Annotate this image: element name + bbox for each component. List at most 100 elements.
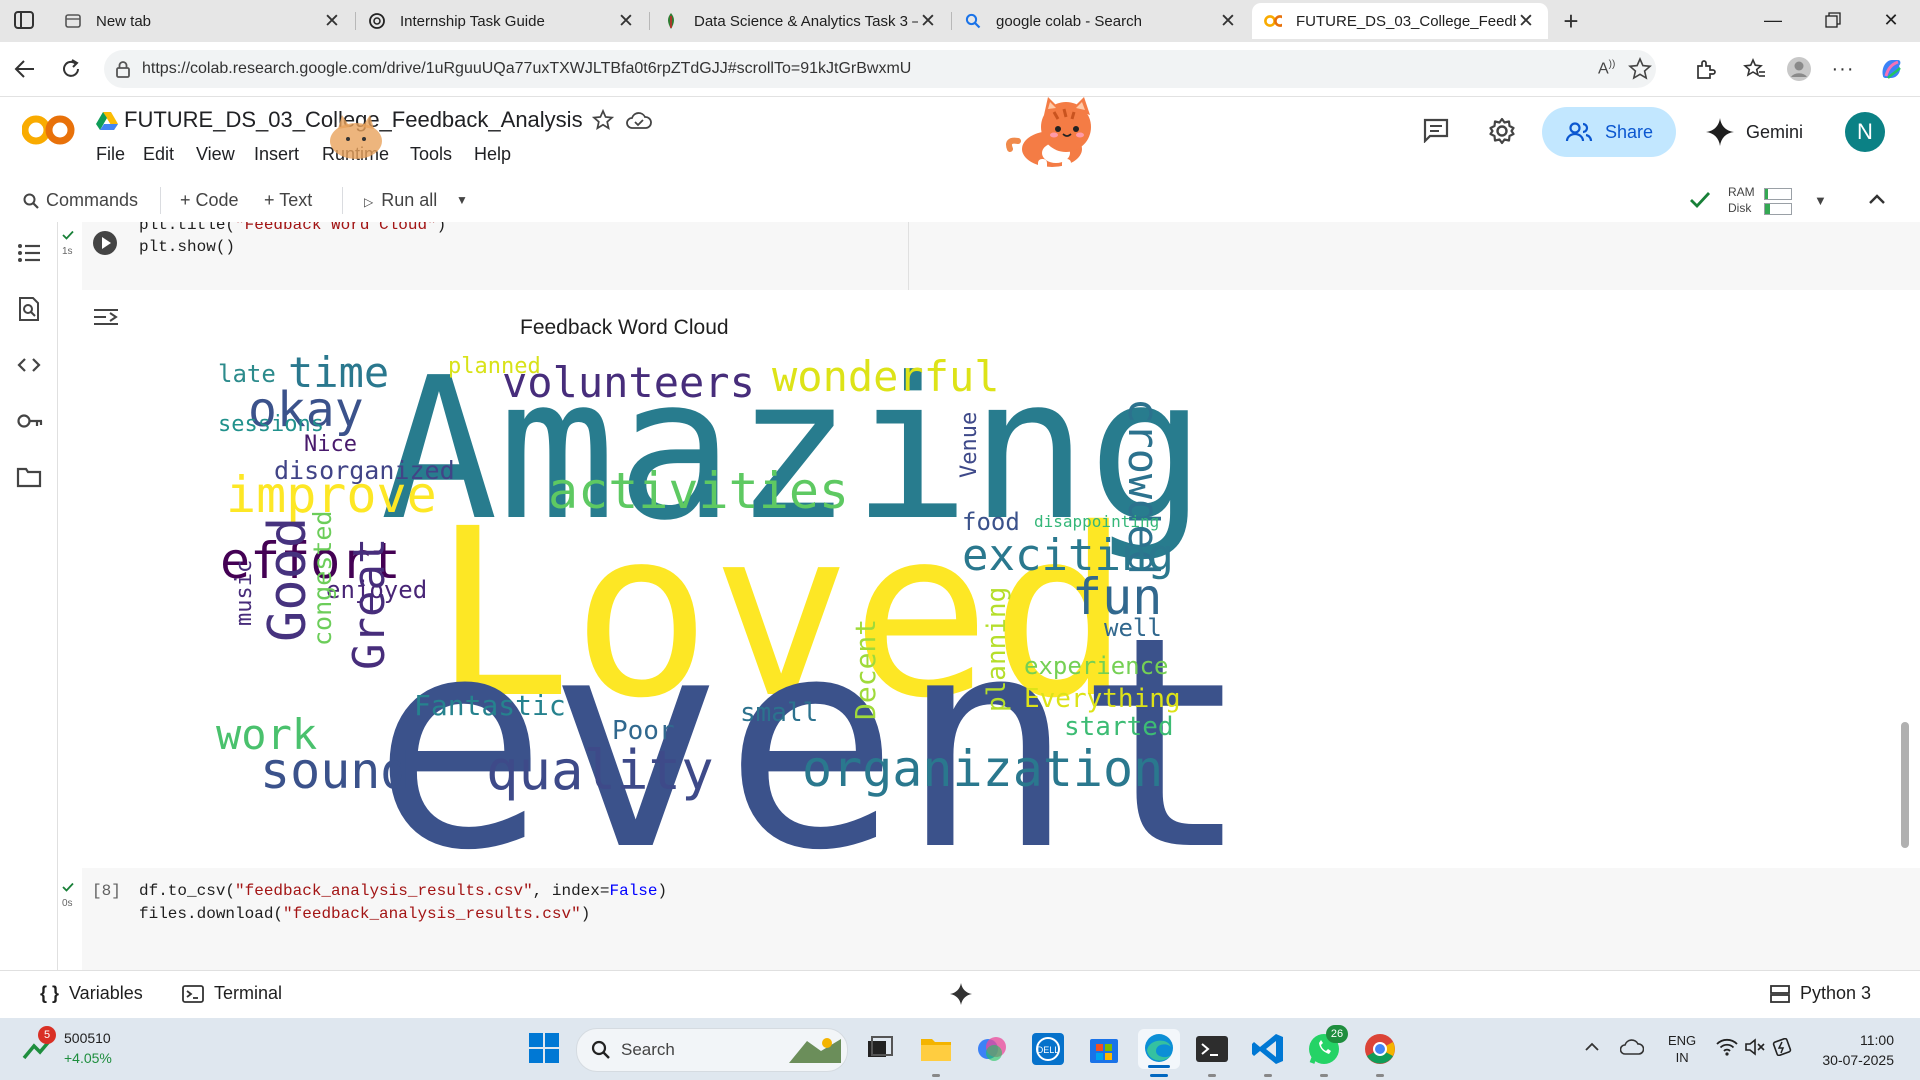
word-disappointing: disappointing xyxy=(1034,512,1160,531)
edge-browser-icon[interactable] xyxy=(1138,1029,1180,1069)
add-text-button[interactable]: + Text xyxy=(264,190,313,210)
battery-icon[interactable] xyxy=(1772,1038,1794,1056)
find-replace-icon[interactable] xyxy=(16,296,42,322)
gemini-sparkle-icon[interactable] xyxy=(950,983,972,1005)
gemini-button[interactable]: Gemini xyxy=(1706,107,1803,157)
tab-title: google colab - Search xyxy=(996,12,1142,30)
variables-button[interactable]: { } Variables xyxy=(40,983,143,1003)
run-cell-button[interactable] xyxy=(92,230,118,256)
success-check-icon xyxy=(62,882,74,892)
menu-file[interactable]: File xyxy=(96,144,126,164)
word-work: work xyxy=(216,710,318,759)
speaker-muted-icon[interactable] xyxy=(1744,1038,1766,1056)
code-cell[interactable] xyxy=(82,222,1920,290)
ram-meter[interactable] xyxy=(1764,188,1792,200)
new-tab-icon xyxy=(64,12,82,30)
language-indicator[interactable]: ENG IN xyxy=(1668,1033,1697,1065)
back-button[interactable] xyxy=(8,52,42,86)
site-info-icon[interactable] xyxy=(114,60,132,78)
menu-help[interactable]: Help xyxy=(474,144,512,164)
run-all-button[interactable]: ▷ Run all xyxy=(364,190,438,210)
read-aloud-icon[interactable]: A)) xyxy=(1598,59,1616,78)
output-actions-icon[interactable] xyxy=(92,306,120,328)
word-poor: Poor xyxy=(612,716,675,746)
extensions-icon[interactable] xyxy=(1688,52,1722,86)
file-explorer-icon[interactable] xyxy=(918,1031,954,1067)
avatar[interactable]: N xyxy=(1845,112,1885,152)
restore-button[interactable] xyxy=(1804,0,1862,40)
onedrive-cloud-icon[interactable] xyxy=(1620,1038,1644,1056)
copilot-app-icon[interactable] xyxy=(974,1031,1010,1067)
profile-icon[interactable] xyxy=(1782,52,1816,86)
whatsapp-icon[interactable]: 26 xyxy=(1306,1025,1348,1067)
disk-meter[interactable] xyxy=(1764,203,1792,215)
colab-logo[interactable] xyxy=(22,113,76,147)
close-icon[interactable]: ✕ xyxy=(1220,10,1236,32)
new-tab-button[interactable]: + xyxy=(1563,6,1579,36)
run-all-dropdown-icon[interactable]: ▼ xyxy=(456,193,468,207)
close-icon[interactable]: ✕ xyxy=(618,10,634,32)
browser-tab-strip: New tab ✕ Internship Task Guide ✕ Data S… xyxy=(0,0,1920,42)
vscode-icon[interactable] xyxy=(1250,1031,1286,1067)
word-quality: quality xyxy=(486,739,714,802)
tab-title: FUTURE_DS_03_College_Feedback xyxy=(1296,12,1516,30)
dell-app-icon[interactable]: DELL xyxy=(1030,1031,1066,1067)
cloud-saved-icon[interactable] xyxy=(626,111,652,131)
url-field[interactable]: https://colab.research.google.com/drive/… xyxy=(104,50,1656,88)
windows-start-icon[interactable] xyxy=(528,1032,560,1064)
tab-new-tab[interactable]: New tab ✕ xyxy=(52,3,354,39)
scrollbar-thumb[interactable] xyxy=(1901,722,1909,848)
chrome-icon[interactable] xyxy=(1362,1031,1398,1067)
add-code-button[interactable]: + Code xyxy=(180,190,239,210)
close-window-button[interactable]: ✕ xyxy=(1883,9,1899,30)
stock-chart-icon[interactable]: 5 xyxy=(22,1026,56,1064)
runtime-dropdown-icon[interactable]: ▼ xyxy=(1814,193,1827,208)
terminal-button[interactable]: Terminal xyxy=(182,983,282,1004)
success-check-icon xyxy=(62,230,74,240)
runtime-type-button[interactable]: Python 3 xyxy=(1770,983,1871,1004)
tab-google-colab-search[interactable]: google colab - Search ✕ xyxy=(952,3,1250,39)
tab-actions-icon[interactable] xyxy=(12,9,38,33)
tab-internship-task-guide[interactable]: Internship Task Guide ✕ xyxy=(356,3,648,39)
menu-tools[interactable]: Tools xyxy=(410,144,453,164)
google-drive-icon[interactable] xyxy=(96,111,118,131)
favorites-icon[interactable] xyxy=(1738,52,1772,86)
table-of-contents-icon[interactable] xyxy=(16,240,42,266)
word-sound: sound xyxy=(260,742,411,800)
code-cell[interactable] xyxy=(82,868,1920,970)
menu-view[interactable]: View xyxy=(196,144,235,164)
show-hidden-icons-chevron-icon[interactable] xyxy=(1584,1040,1600,1054)
star-icon[interactable] xyxy=(592,109,614,131)
tab-data-science-task[interactable]: Data Science & Analytics Task 3 – ✕ xyxy=(650,3,950,39)
wifi-icon[interactable] xyxy=(1716,1038,1738,1056)
favorite-star-icon[interactable] xyxy=(1628,57,1652,81)
microsoft-store-icon[interactable] xyxy=(1086,1031,1122,1067)
notebook-scrollbar[interactable] xyxy=(1898,222,1912,970)
close-icon[interactable]: ✕ xyxy=(1518,10,1534,32)
terminal-app-icon[interactable] xyxy=(1194,1031,1230,1067)
tab-colab-notebook[interactable]: FUTURE_DS_03_College_Feedback ✕ xyxy=(1252,3,1548,39)
exec-time: 1s xyxy=(62,246,73,257)
task-view-icon[interactable] xyxy=(862,1031,898,1067)
close-icon[interactable]: ✕ xyxy=(324,10,340,32)
files-folder-icon[interactable] xyxy=(16,464,42,490)
commands-button[interactable]: Commands xyxy=(22,179,138,222)
share-button[interactable]: Share xyxy=(1542,107,1676,157)
menu-insert[interactable]: Insert xyxy=(254,144,300,164)
comments-icon[interactable] xyxy=(1422,117,1450,143)
more-options-icon[interactable]: ··· xyxy=(1831,57,1855,80)
secrets-key-icon[interactable] xyxy=(16,408,43,434)
word-fantastic: Fantastic xyxy=(414,689,566,722)
settings-gear-icon[interactable] xyxy=(1488,117,1516,145)
word-great: Great xyxy=(344,537,395,670)
minimize-button[interactable]: — xyxy=(1764,9,1782,30)
tab-title: New tab xyxy=(96,12,152,30)
collapse-header-icon[interactable] xyxy=(1864,187,1890,213)
clock[interactable]: 11:00 30-07-2025 xyxy=(1816,1030,1894,1070)
close-icon[interactable]: ✕ xyxy=(920,10,936,32)
copilot-icon[interactable] xyxy=(1874,52,1908,86)
code-snippets-icon[interactable] xyxy=(16,352,42,378)
refresh-button[interactable] xyxy=(54,52,88,86)
menu-edit[interactable]: Edit xyxy=(143,144,175,164)
taskbar-search-box[interactable]: Search xyxy=(576,1028,848,1072)
